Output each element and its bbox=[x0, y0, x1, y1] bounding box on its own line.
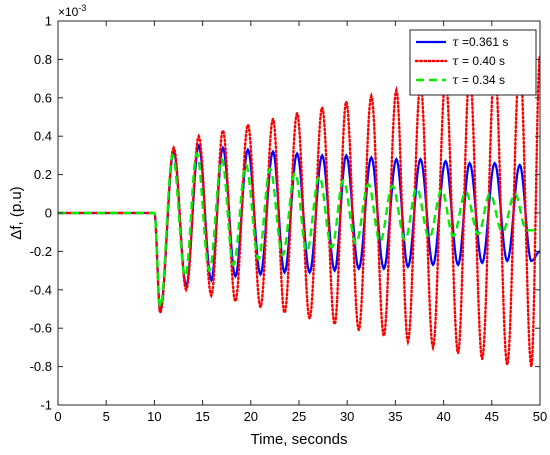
legend-box bbox=[409, 29, 537, 96]
y-tick-label: 0.8 bbox=[34, 52, 52, 67]
y-tick-label: -1 bbox=[40, 398, 52, 413]
tick-labels-group: 0 5 10 15 20 25 30 35 40 45 50 -1 -0.8 -0.6 -0.4 -0.2 0 0… bbox=[30, 14, 548, 425]
y-exponent-label: ×10-3 bbox=[58, 3, 86, 19]
x-tick-label: 45 bbox=[485, 409, 499, 424]
x-tick-label: 0 bbox=[54, 409, 61, 424]
y-tick-label: 0 bbox=[45, 206, 52, 221]
legend-value: = 0.34 s bbox=[459, 73, 505, 87]
y-tick-label: 1 bbox=[45, 14, 52, 29]
legend-label-2: τ = 0.34 s bbox=[452, 73, 505, 87]
x-tick-label: 40 bbox=[436, 409, 450, 424]
x-tick-label: 35 bbox=[388, 409, 402, 424]
y-axis-title: Δf, (p.u) bbox=[8, 186, 25, 239]
plot-lines-group bbox=[58, 54, 540, 367]
legend-label-0: τ =0.361 s bbox=[452, 35, 508, 49]
y-tick-label: -0.4 bbox=[30, 282, 52, 297]
y-tick-label: -0.8 bbox=[30, 359, 52, 374]
y-tick-label: 0.2 bbox=[34, 167, 52, 182]
x-tick-label: 20 bbox=[244, 409, 258, 424]
legend-tau-symbol: τ bbox=[452, 54, 459, 68]
ticks-group bbox=[57, 20, 541, 406]
legend-label-1: τ = 0.40 s bbox=[452, 54, 505, 68]
legend-value: = 0.40 s bbox=[459, 54, 505, 68]
y-tick-label: -0.2 bbox=[30, 244, 52, 259]
x-tick-label: 10 bbox=[147, 409, 161, 424]
y-exponent-base: ×10 bbox=[58, 5, 79, 19]
legend: τ =0.361 sτ = 0.40 sτ = 0.34 s bbox=[409, 29, 537, 96]
y-tick-label: 0.4 bbox=[34, 129, 52, 144]
x-tick-label: 25 bbox=[292, 409, 306, 424]
y-tick-label: -0.6 bbox=[30, 321, 52, 336]
series-line-1 bbox=[58, 54, 540, 367]
legend-tau-symbol: τ bbox=[452, 73, 459, 87]
x-tick-label: 5 bbox=[103, 409, 110, 424]
x-tick-label: 15 bbox=[195, 409, 209, 424]
y-tick-label: 0.6 bbox=[34, 90, 52, 105]
x-tick-label: 50 bbox=[533, 409, 547, 424]
x-axis-title: Time, seconds bbox=[251, 431, 348, 448]
y-exponent-power: -3 bbox=[78, 3, 86, 13]
x-tick-label: 30 bbox=[340, 409, 354, 424]
legend-tau-symbol: τ bbox=[452, 35, 459, 49]
legend-value: =0.361 s bbox=[459, 35, 509, 49]
